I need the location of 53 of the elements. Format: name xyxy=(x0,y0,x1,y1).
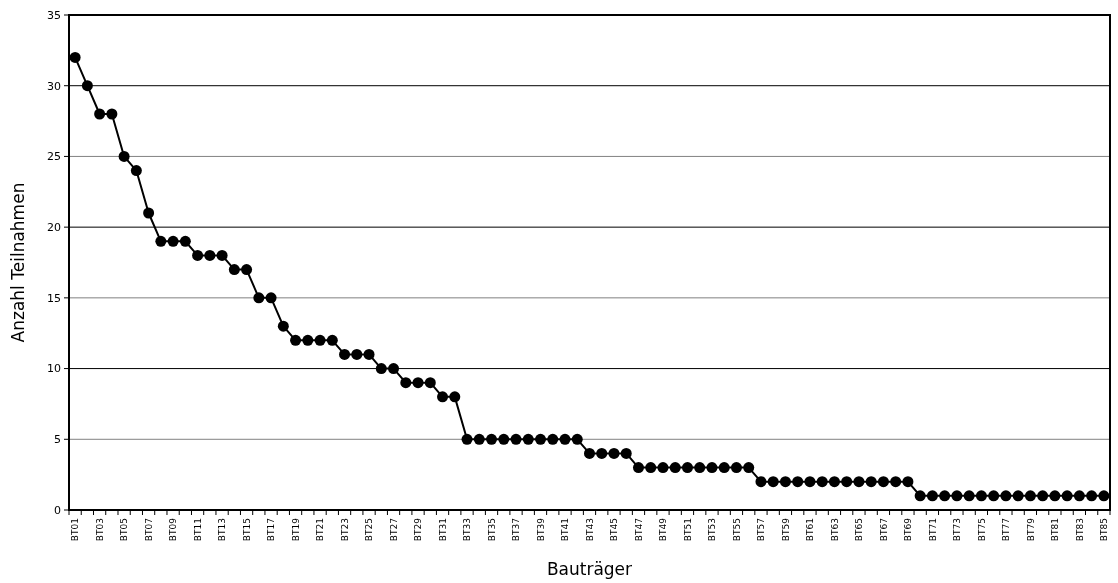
x-tick-label: BT13 xyxy=(217,518,228,542)
x-tick-label: BT11 xyxy=(192,518,203,542)
x-tick-label: BT37 xyxy=(511,518,522,542)
x-tick-label: BT85 xyxy=(1099,518,1110,542)
y-tick-label: 0 xyxy=(54,503,61,517)
x-tick-label: BT83 xyxy=(1074,518,1085,542)
x-tick-label: BT65 xyxy=(854,518,865,542)
y-tick-label: 10 xyxy=(47,362,61,376)
x-tick-label: BT77 xyxy=(1001,518,1012,542)
x-tick-label: BT19 xyxy=(290,517,301,542)
x-tick-label: BT39 xyxy=(535,517,546,542)
x-tick-label: BT01 xyxy=(70,518,81,542)
y-tick-label: 20 xyxy=(47,220,61,234)
x-tick-label: BT47 xyxy=(633,518,644,542)
x-tick-label: BT23 xyxy=(339,518,350,542)
x-tick-label: BT63 xyxy=(829,518,840,542)
x-tick-label: BT59 xyxy=(780,517,791,542)
x-tick-label: BT79 xyxy=(1025,517,1036,542)
x-tick-label: BT73 xyxy=(952,518,963,542)
x-tick-label: BT57 xyxy=(756,518,767,542)
x-tick-label: BT53 xyxy=(707,518,718,542)
x-tick-label: BT31 xyxy=(437,518,448,542)
x-tick-label: BT21 xyxy=(315,518,326,542)
x-tick-label: BT29 xyxy=(413,517,424,542)
y-tick-label: 30 xyxy=(47,79,61,93)
x-tick-label: BT27 xyxy=(388,518,399,542)
y-tick-label: 5 xyxy=(54,433,61,447)
x-tick-label: BT25 xyxy=(364,518,375,542)
y-axis-title: Anzahl Teilnahmen xyxy=(8,182,28,343)
x-tick-label: BT75 xyxy=(976,518,987,542)
x-tick-label: BT05 xyxy=(119,518,130,542)
x-tick-label: BT15 xyxy=(241,518,252,542)
x-tick-label: BT61 xyxy=(805,518,816,542)
x-tick-label: BT41 xyxy=(560,518,571,542)
x-tick-label: BT35 xyxy=(486,518,497,542)
x-tick-label: BT51 xyxy=(682,518,693,542)
x-tick-label: BT07 xyxy=(143,518,154,542)
y-tick-label: 35 xyxy=(47,8,61,22)
x-tick-label: BT71 xyxy=(927,518,938,542)
x-tick-label: BT33 xyxy=(462,518,473,542)
y-tick-label: 25 xyxy=(47,150,61,164)
x-tick-label: BT03 xyxy=(94,518,105,542)
x-tick-label: BT45 xyxy=(609,518,620,542)
x-tick-label: BT09 xyxy=(168,517,179,542)
x-axis-title: Bauträger xyxy=(546,559,633,579)
x-tick-label: BT55 xyxy=(731,518,742,542)
y-tick-label: 15 xyxy=(47,291,61,305)
x-tick-label: BT43 xyxy=(584,518,595,542)
x-tick-label: BT49 xyxy=(658,517,669,542)
x-tick-label: BT81 xyxy=(1050,518,1061,542)
x-tick-label: BT69 xyxy=(903,517,914,542)
x-tick-label: BT67 xyxy=(878,518,889,542)
x-tick-label: BT17 xyxy=(266,518,277,542)
